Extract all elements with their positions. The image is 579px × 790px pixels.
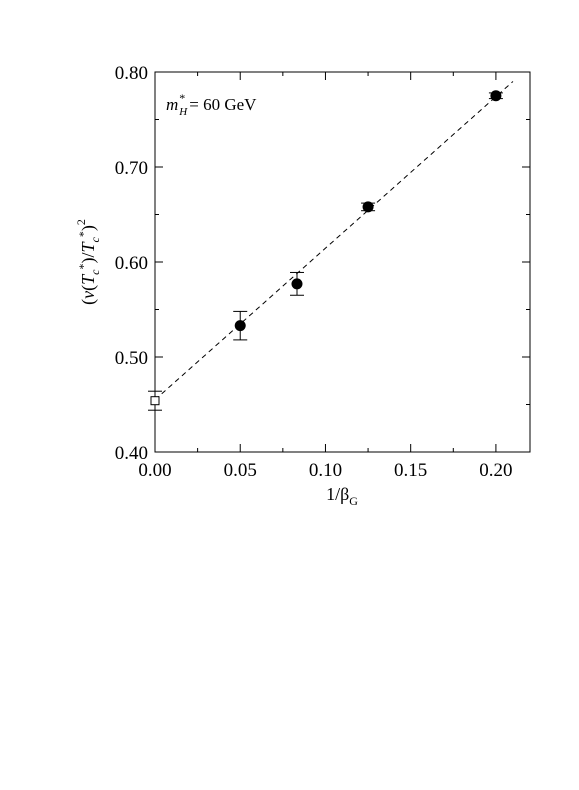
y-tick-label: 0.40: [115, 443, 148, 464]
y-tick-label: 0.80: [115, 63, 148, 84]
y-tick-label: 0.70: [115, 158, 148, 179]
x-tick-label: 0.10: [309, 460, 342, 481]
annotation: mH* = 60 GeV: [166, 91, 257, 118]
data-point: [362, 201, 374, 213]
y-tick-label: 0.50: [115, 348, 148, 369]
y-axis-label: (v(Tc*)/Tc*)2: [74, 219, 102, 305]
y-tick-label: 0.60: [115, 253, 148, 274]
plot-frame: [154, 71, 531, 453]
annotation-value: = 60 GeV: [189, 95, 257, 114]
axis-ticks: [154, 71, 530, 453]
x-axis-label-sub: G: [349, 494, 358, 508]
x-axis-label-main: 1/β: [326, 484, 349, 504]
data-point: [291, 278, 303, 290]
data-point: [150, 396, 160, 406]
x-tick-label: 0.05: [224, 460, 257, 481]
x-tick-label: 0.15: [394, 460, 427, 481]
data-point: [490, 90, 502, 102]
tick-labels: 0.00 0.05 0.10 0.15 0.20 0.40 0.50 0.60 0.70 0.80: [115, 63, 513, 481]
data-point: [234, 320, 246, 332]
x-tick-label: 0.00: [138, 460, 171, 481]
x-axis-label: 1/βG: [326, 484, 358, 508]
fit-line: [154, 81, 514, 401]
data-points: [148, 90, 503, 411]
x-tick-label: 0.20: [479, 460, 512, 481]
